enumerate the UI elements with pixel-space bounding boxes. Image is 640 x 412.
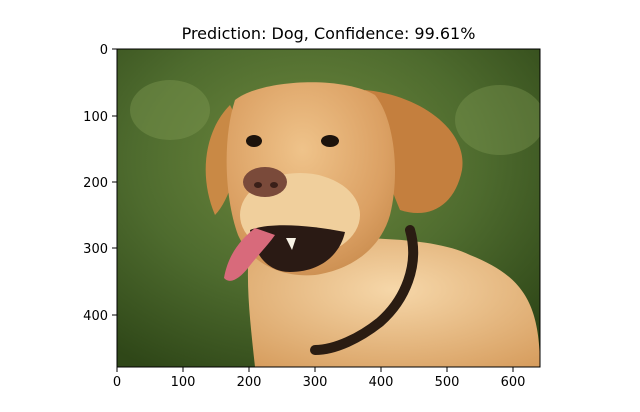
right-eye [321, 135, 339, 147]
x-tick-label: 600 [501, 375, 526, 390]
y-tick-label: 200 [83, 176, 108, 191]
collar [310, 225, 419, 355]
image-frame [116, 48, 541, 368]
y-tick-label: 0 [100, 43, 108, 58]
y-tick-label: 400 [83, 309, 108, 324]
y-axis: 0 100 200 300 400 [83, 43, 117, 324]
x-tick-label: 400 [369, 375, 394, 390]
x-tick-label: 100 [171, 375, 196, 390]
left-eye [246, 135, 262, 147]
y-tick-label: 100 [83, 110, 108, 125]
nose [243, 167, 287, 197]
plot-title: Prediction: Dog, Confidence: 99.61% [181, 24, 476, 43]
x-tick-label: 200 [237, 375, 262, 390]
x-tick-label: 500 [435, 375, 460, 390]
tooth [286, 238, 296, 250]
mouth [250, 225, 345, 272]
tongue [224, 228, 275, 281]
dog-photo [117, 49, 540, 367]
y-tick-label: 300 [83, 242, 108, 257]
x-tick-label: 0 [113, 375, 121, 390]
x-axis: 0 100 200 300 400 500 600 [113, 367, 526, 390]
x-tick-label: 300 [303, 375, 328, 390]
